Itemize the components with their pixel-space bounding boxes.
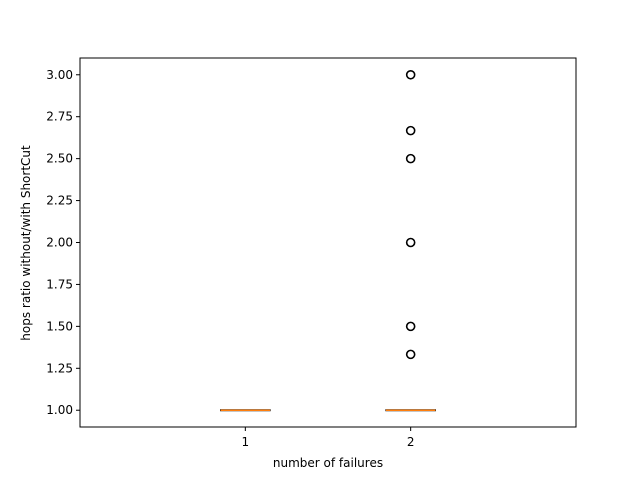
x-axis-label: number of failures	[273, 456, 383, 470]
y-tick-label: 2.25	[46, 194, 73, 208]
y-tick-label: 2.50	[46, 152, 73, 166]
y-tick-label: 1.25	[46, 361, 73, 375]
y-tick-label: 2.00	[46, 236, 73, 250]
y-tick-label: 1.00	[46, 403, 73, 417]
outlier-point	[405, 237, 416, 248]
outlier-point	[405, 321, 416, 332]
y-tick-label: 3.00	[46, 68, 73, 82]
outlier-point	[405, 349, 416, 360]
y-tick-label: 1.75	[46, 277, 73, 291]
outlier-point	[405, 125, 416, 136]
box-group-2	[385, 69, 436, 412]
box-group-1	[220, 409, 271, 412]
y-tick-label: 2.75	[46, 110, 73, 124]
y-axis-label: hops ratio without/with ShortCut	[19, 145, 33, 341]
y-tick-label: 1.50	[46, 319, 73, 333]
x-tick-label: 2	[407, 435, 415, 449]
outlier-point	[405, 153, 416, 164]
x-tick-label: 1	[242, 435, 250, 449]
outlier-point	[405, 69, 416, 80]
